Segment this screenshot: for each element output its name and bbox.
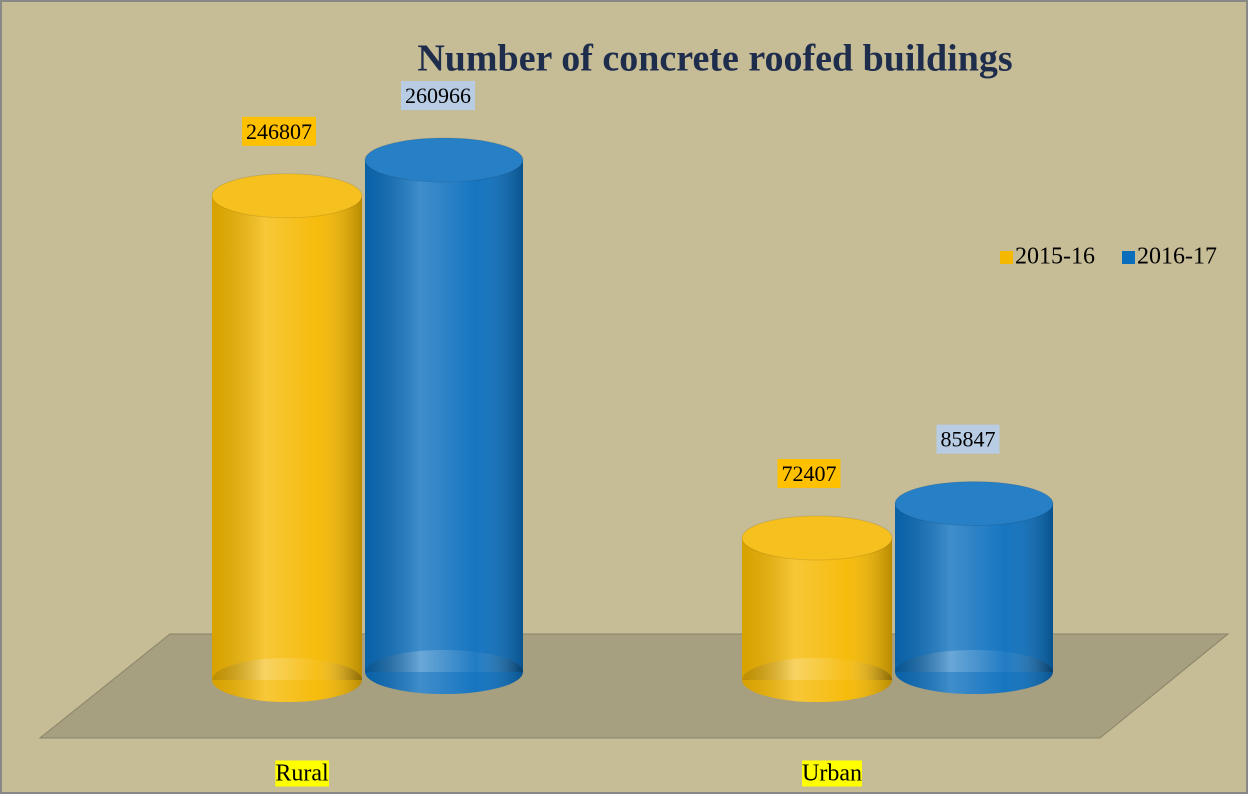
data-label: 260966: [405, 83, 471, 108]
category-highlight: [275, 760, 329, 787]
data-label-box: [242, 116, 316, 146]
x-tick-label: Rural: [275, 761, 329, 787]
cylinder-top: [211, 173, 363, 219]
cylinder-shade: [895, 503, 1053, 672]
data-label-box: [401, 81, 475, 111]
data-label: 246807: [246, 119, 312, 144]
x-tick-label: Urban: [802, 761, 862, 787]
cylinder-top-shine: [365, 138, 523, 182]
cylinder-top: [364, 137, 524, 183]
data-label: 85847: [941, 427, 996, 452]
data-label-box: [936, 424, 1000, 454]
cylinder-shade: [365, 160, 523, 672]
data-label-box: [777, 458, 841, 488]
cylinder-shade: [742, 537, 892, 680]
cylinder-shade: [212, 195, 362, 681]
cylinder-top-shine: [212, 173, 362, 218]
legend-label: 2015-16: [1015, 244, 1095, 270]
legend-label: 2016-17: [1137, 244, 1217, 270]
cylinder-top-shine: [895, 481, 1053, 526]
data-label: 72407: [782, 461, 837, 486]
legend-swatch: [1122, 251, 1135, 264]
cylinder-top: [741, 515, 893, 561]
cylinder-top: [894, 481, 1054, 527]
legend-swatch: [1000, 251, 1013, 264]
chart-title: Number of concrete roofed buildings: [417, 38, 1012, 80]
category-highlight: [802, 760, 862, 787]
cylinder-top-shine: [742, 515, 892, 560]
